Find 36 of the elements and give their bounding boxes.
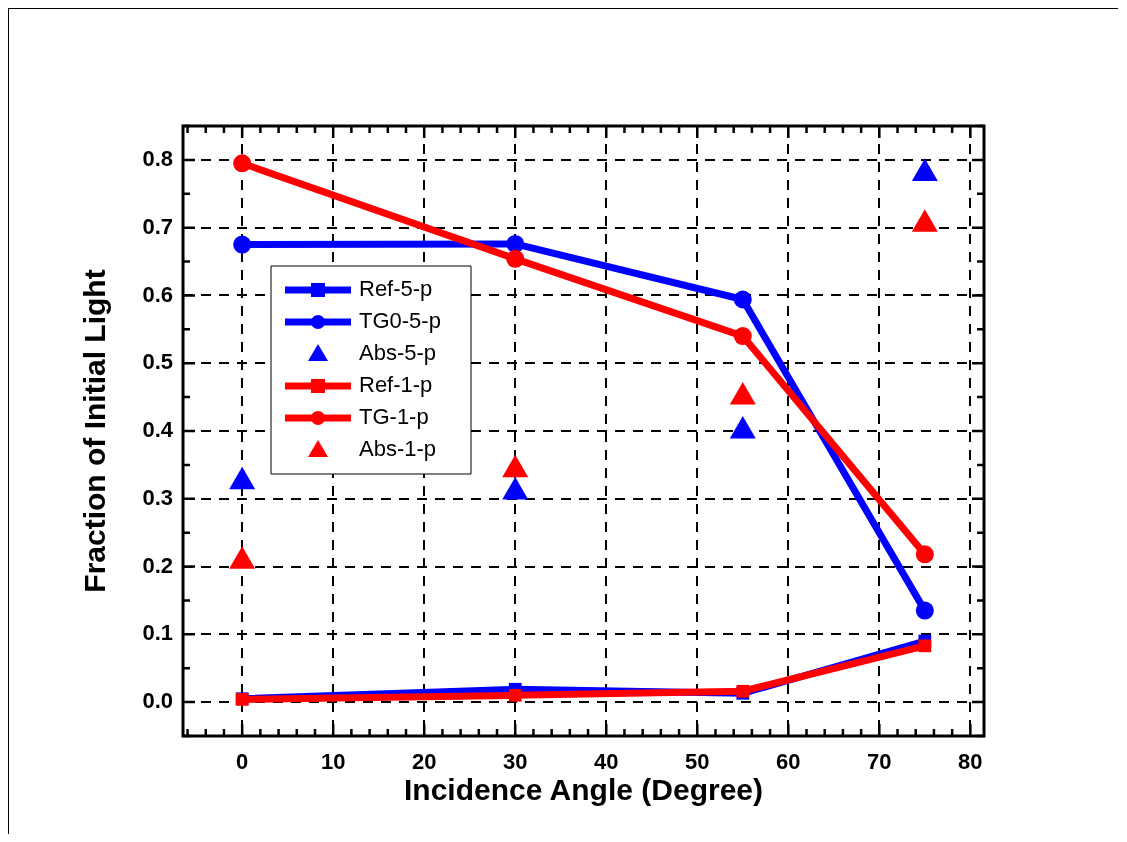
y-tick-label: 0.3 bbox=[142, 484, 173, 510]
point bbox=[508, 688, 522, 702]
x-tick-label: 0 bbox=[236, 749, 249, 775]
x-tick-label: 50 bbox=[685, 749, 710, 775]
point bbox=[733, 327, 752, 346]
y-tick-label: 0.1 bbox=[142, 620, 173, 646]
y-tick-label: 0.2 bbox=[142, 552, 173, 578]
x-tick-label: 60 bbox=[776, 749, 801, 775]
point bbox=[506, 249, 525, 268]
y-tick-label: 0.7 bbox=[142, 213, 173, 239]
y-tick-label: 0.5 bbox=[142, 349, 173, 375]
x-axis-title: Incidence Angle (Degree) bbox=[404, 773, 763, 807]
legend-label: TG-1-p bbox=[359, 404, 429, 430]
x-tick-label: 40 bbox=[594, 749, 619, 775]
x-tick-label: 20 bbox=[411, 749, 437, 775]
y-tick-label: 0.6 bbox=[142, 281, 173, 307]
x-tick-label: 70 bbox=[867, 749, 892, 775]
legend-label: TG0-5-p bbox=[359, 308, 441, 334]
point bbox=[733, 290, 752, 309]
legend-label: Abs-1-p bbox=[359, 436, 437, 462]
point bbox=[233, 154, 252, 173]
point bbox=[915, 601, 934, 620]
y-axis-title: Fraction of Initial Light bbox=[78, 269, 112, 593]
point bbox=[506, 234, 525, 253]
y-tick-label: 0.8 bbox=[142, 145, 173, 171]
legend-label: Ref-5-p bbox=[359, 276, 433, 302]
x-tick-label: 10 bbox=[320, 749, 346, 775]
y-tick-label: 0.0 bbox=[142, 688, 173, 714]
point bbox=[233, 235, 252, 254]
legend-label: Abs-5-p bbox=[359, 340, 437, 366]
point bbox=[918, 639, 932, 653]
point bbox=[915, 545, 934, 564]
legend-label: Ref-1-p bbox=[359, 372, 433, 398]
x-tick-label: 30 bbox=[502, 749, 528, 775]
y-tick-label: 0.4 bbox=[142, 417, 174, 443]
x-tick-label: 80 bbox=[958, 749, 983, 775]
